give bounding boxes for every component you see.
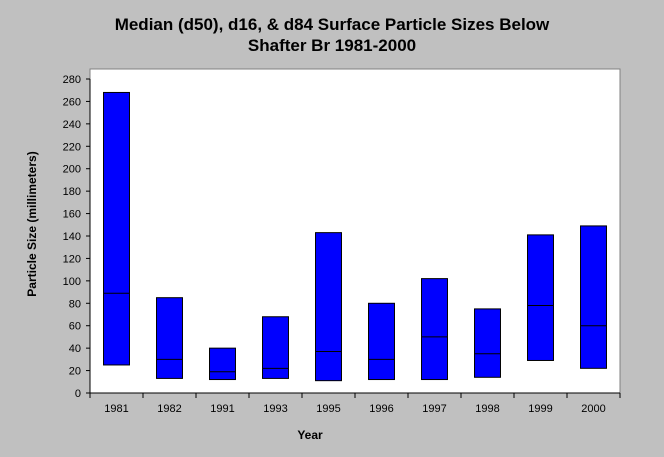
y-tick-label: 240 — [63, 119, 81, 131]
x-tick-label: 1991 — [210, 403, 234, 415]
bar-range — [580, 225, 607, 369]
bar-range — [421, 278, 448, 381]
x-tick-label: 1995 — [316, 403, 340, 415]
bar-range — [209, 347, 236, 381]
y-tick-label: 140 — [63, 231, 81, 243]
y-axis-title: Particle Size (millimeters) — [25, 151, 39, 296]
bar-range — [262, 316, 289, 379]
y-tick-label: 40 — [69, 343, 81, 355]
bar-range — [368, 302, 395, 381]
x-tick-label: 1993 — [263, 403, 287, 415]
y-axis: 0 20 40 60 80 100 120 140 160 180 200 220 240 260 280 — [63, 74, 91, 400]
bars — [103, 91, 607, 382]
y-tick-label: 280 — [63, 74, 81, 86]
x-tick-label: 1981 — [104, 403, 128, 415]
y-tick-label: 200 — [63, 164, 81, 176]
bar-range — [527, 234, 554, 361]
y-tick-label: 20 — [69, 366, 81, 378]
y-tick-label: 60 — [69, 321, 81, 333]
x-tick-label: 1999 — [528, 403, 552, 415]
x-axis: 1981 1982 1991 1993 1995 1996 1997 1998 1999 2000 — [89, 392, 621, 415]
y-tick-label: 180 — [63, 186, 81, 198]
y-tick-label: 120 — [63, 253, 81, 265]
y-tick-label: 100 — [63, 276, 81, 288]
x-tick-label: 1982 — [157, 403, 181, 415]
y-tick-label: 0 — [75, 388, 81, 400]
x-tick-label: 1996 — [369, 403, 393, 415]
chart-title: Median (d50), d16, & d84 Surface Particl… — [0, 14, 664, 56]
y-tick-label: 80 — [69, 298, 81, 310]
chart-title-line-2: Shafter Br 1981-2000 — [247, 36, 417, 55]
x-tick-label: 1997 — [422, 403, 446, 415]
bar-range — [474, 308, 501, 378]
y-tick-label: 220 — [63, 141, 81, 153]
bar-range — [156, 297, 183, 379]
y-tick-label: 160 — [63, 209, 81, 221]
x-tick-label: 2000 — [581, 403, 605, 415]
x-axis-title: Year — [297, 428, 323, 442]
x-tick-label: 1998 — [475, 403, 499, 415]
y-tick-label: 260 — [63, 96, 81, 108]
bar-range — [315, 232, 342, 382]
chart-title-line-1: Median (d50), d16, & d84 Surface Particl… — [114, 15, 550, 34]
bar-range — [103, 91, 130, 366]
